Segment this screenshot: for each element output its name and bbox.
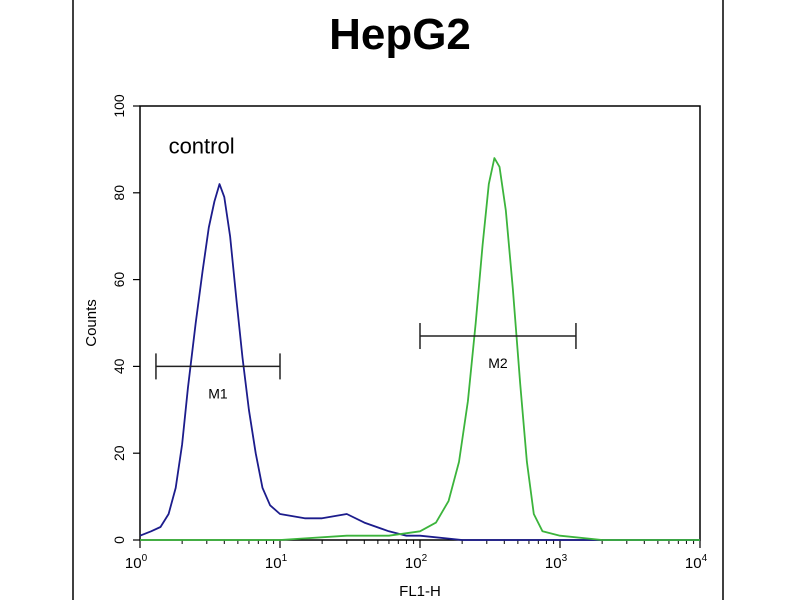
x-axis-label: FL1-H [399, 583, 441, 600]
x-tick-base: 10 [125, 555, 142, 572]
x-tick-base: 10 [545, 555, 562, 572]
y-axis: 0 20 40 60 80 100 [111, 94, 140, 544]
y-tick-label: 0 [111, 536, 127, 544]
x-tick-label: 102 [405, 553, 428, 572]
x-tick-base: 10 [265, 555, 282, 572]
chart-title: HepG2 [329, 10, 471, 59]
y-tick-label: 20 [111, 445, 127, 461]
series-layer [139, 157, 700, 541]
x-tick-exponent: 0 [142, 553, 148, 564]
control-histogram-line [139, 183, 700, 541]
marker-layer: M1 M2 [155, 323, 577, 401]
x-tick-base: 10 [405, 555, 422, 572]
x-tick-exponent: 2 [422, 553, 428, 564]
y-tick-label: 40 [111, 358, 127, 374]
x-tick-label: 103 [545, 553, 568, 572]
plot-area [139, 105, 701, 541]
y-tick-label: 80 [111, 185, 127, 201]
x-axis: 100 101 102 103 104 [125, 540, 708, 572]
x-tick-exponent: 1 [282, 553, 288, 564]
x-tick-exponent: 3 [562, 553, 568, 564]
control-annotation: control [169, 134, 235, 159]
y-axis-label: Counts [83, 299, 100, 347]
sample-histogram-line [140, 157, 700, 541]
marker-label: M2 [488, 355, 508, 371]
x-tick-label: 101 [265, 553, 288, 572]
x-tick-label: 100 [125, 553, 148, 572]
y-tick-label: 100 [111, 94, 127, 118]
marker-label: M1 [208, 385, 228, 401]
y-tick-label: 60 [111, 272, 127, 288]
x-tick-label: 104 [685, 553, 708, 572]
x-tick-base: 10 [685, 555, 702, 572]
x-tick-exponent: 4 [702, 553, 708, 564]
